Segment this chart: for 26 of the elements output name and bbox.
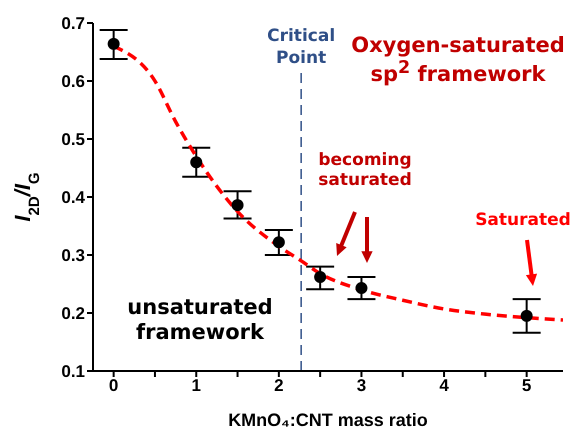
point <box>190 156 202 168</box>
y-tick-label: 0.3 <box>61 246 85 266</box>
point <box>314 271 326 284</box>
annotation: unsaturated framework <box>127 295 273 344</box>
y-tick-label: 0.2 <box>61 304 85 324</box>
point <box>108 38 120 50</box>
y-tick-label: 0.5 <box>61 130 85 150</box>
point <box>355 282 368 294</box>
y-tick-label: 0.6 <box>61 72 85 92</box>
y-tick-label: 0.1 <box>61 362 85 382</box>
x-tick-label: 0 <box>108 376 118 396</box>
point <box>520 310 533 322</box>
x-tick-label: 5 <box>522 376 532 396</box>
annotation: Oxygen-saturated sp$^{2}$ framework <box>351 33 565 86</box>
y-tick-label: 0.4 <box>61 188 86 208</box>
y-tick-label: 0.7 <box>61 14 85 34</box>
annotation: Saturated <box>475 210 571 230</box>
point <box>232 199 244 212</box>
ref-line-label: Critical Point <box>261 25 342 69</box>
x-axis-title: KMnO₄:CNT mass ratio <box>228 410 428 430</box>
x-tick-label: 2 <box>274 376 284 396</box>
x-tick-label: 4 <box>439 376 450 396</box>
annotation: becoming saturated <box>318 150 412 190</box>
point <box>272 236 285 248</box>
x-tick-label: 3 <box>356 376 366 396</box>
x-tick-label: 1 <box>192 376 201 396</box>
